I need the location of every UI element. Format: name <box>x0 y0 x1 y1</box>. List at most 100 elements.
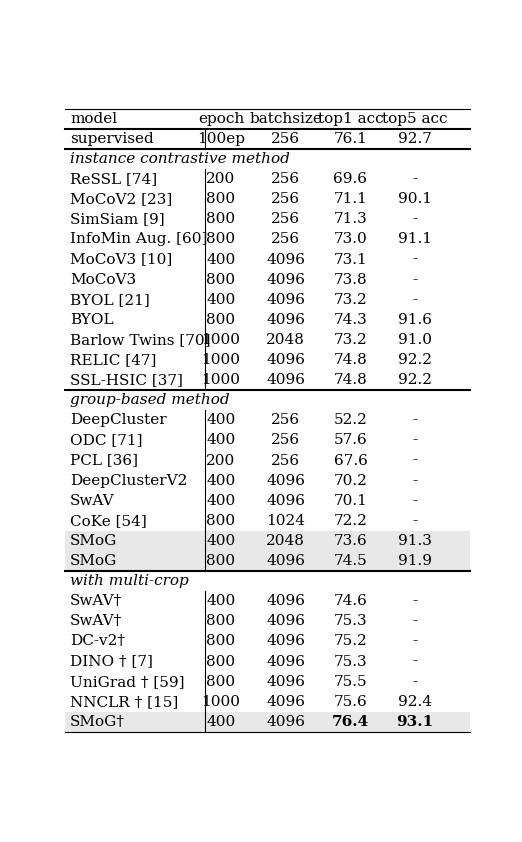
Text: batchsize: batchsize <box>250 112 322 125</box>
Text: 800: 800 <box>206 273 235 286</box>
Text: DeepClusterV2: DeepClusterV2 <box>70 474 187 488</box>
Text: -: - <box>412 493 418 508</box>
Text: -: - <box>412 634 418 648</box>
Text: 91.1: 91.1 <box>398 232 432 247</box>
Text: 4096: 4096 <box>266 615 305 628</box>
Text: 200: 200 <box>206 454 235 467</box>
Text: 400: 400 <box>206 715 235 729</box>
Text: 2048: 2048 <box>266 534 305 548</box>
Text: -: - <box>412 434 418 447</box>
Text: ODC [71]: ODC [71] <box>70 434 143 447</box>
Text: 256: 256 <box>271 132 300 146</box>
Bar <box>65 531 470 551</box>
Text: MoCoV2 [23]: MoCoV2 [23] <box>70 192 172 206</box>
Text: 71.1: 71.1 <box>334 192 367 206</box>
Text: -: - <box>412 293 418 306</box>
Text: 4096: 4096 <box>266 373 305 387</box>
Text: 72.2: 72.2 <box>334 514 367 528</box>
Text: -: - <box>412 253 418 267</box>
Text: 1000: 1000 <box>201 373 241 387</box>
Text: MoCoV3 [10]: MoCoV3 [10] <box>70 253 172 267</box>
Text: 75.2: 75.2 <box>334 634 367 648</box>
Text: 67.6: 67.6 <box>334 454 367 467</box>
Text: 4096: 4096 <box>266 594 305 608</box>
Text: ReSSL [74]: ReSSL [74] <box>70 172 157 186</box>
Text: 400: 400 <box>206 253 235 267</box>
Text: -: - <box>412 273 418 286</box>
Text: 400: 400 <box>206 474 235 488</box>
Text: -: - <box>412 674 418 689</box>
Text: SwAV: SwAV <box>70 493 115 508</box>
Text: 91.9: 91.9 <box>398 554 432 568</box>
Text: 92.2: 92.2 <box>398 353 432 367</box>
Text: 52.2: 52.2 <box>334 413 367 428</box>
Text: 400: 400 <box>206 594 235 608</box>
Text: 800: 800 <box>206 313 235 327</box>
Text: 74.6: 74.6 <box>334 594 367 608</box>
Text: 74.8: 74.8 <box>334 353 367 367</box>
Text: 800: 800 <box>206 634 235 648</box>
Text: 75.5: 75.5 <box>334 674 367 689</box>
Text: 4096: 4096 <box>266 293 305 306</box>
Text: 400: 400 <box>206 493 235 508</box>
Text: 800: 800 <box>206 615 235 628</box>
Text: 256: 256 <box>271 232 300 247</box>
Text: DC-v2†: DC-v2† <box>70 634 125 648</box>
Text: top1 acc: top1 acc <box>318 112 383 125</box>
Text: 256: 256 <box>271 413 300 428</box>
Text: 256: 256 <box>271 434 300 447</box>
Text: 1000: 1000 <box>201 353 241 367</box>
Text: model: model <box>70 112 117 125</box>
Text: 400: 400 <box>206 534 235 548</box>
Text: 4096: 4096 <box>266 634 305 648</box>
Text: top5 acc: top5 acc <box>383 112 448 125</box>
Text: SimSiam [9]: SimSiam [9] <box>70 212 165 226</box>
Text: 400: 400 <box>206 413 235 428</box>
Text: -: - <box>412 594 418 608</box>
Text: CoKe [54]: CoKe [54] <box>70 514 147 528</box>
Text: 4096: 4096 <box>266 554 305 568</box>
Text: SMoG†: SMoG† <box>70 715 125 729</box>
Text: 69.6: 69.6 <box>334 172 367 186</box>
Text: -: - <box>412 514 418 528</box>
Text: SwAV†: SwAV† <box>70 594 122 608</box>
Text: 800: 800 <box>206 554 235 568</box>
Text: 74.3: 74.3 <box>334 313 367 327</box>
Text: 4096: 4096 <box>266 715 305 729</box>
Text: MoCoV3: MoCoV3 <box>70 273 136 286</box>
Text: 75.3: 75.3 <box>334 654 367 669</box>
Text: 800: 800 <box>206 212 235 226</box>
Text: 92.7: 92.7 <box>398 132 432 146</box>
Text: 4096: 4096 <box>266 493 305 508</box>
Text: 73.2: 73.2 <box>334 293 367 306</box>
Text: 1000: 1000 <box>201 333 241 347</box>
Text: BYOL [21]: BYOL [21] <box>70 293 150 306</box>
Text: group-based method: group-based method <box>70 393 230 408</box>
Text: 74.8: 74.8 <box>334 373 367 387</box>
Text: Barlow Twins [70]: Barlow Twins [70] <box>70 333 210 347</box>
Text: 73.2: 73.2 <box>334 333 367 347</box>
Text: -: - <box>412 615 418 628</box>
Text: 4096: 4096 <box>266 273 305 286</box>
Text: 57.6: 57.6 <box>334 434 367 447</box>
Text: -: - <box>412 474 418 488</box>
Text: SSL-HSIC [37]: SSL-HSIC [37] <box>70 373 183 387</box>
Text: 256: 256 <box>271 212 300 226</box>
Text: 2048: 2048 <box>266 333 305 347</box>
Text: 71.3: 71.3 <box>334 212 367 226</box>
Text: 256: 256 <box>271 454 300 467</box>
Text: 76.1: 76.1 <box>334 132 367 146</box>
Text: RELIC [47]: RELIC [47] <box>70 353 157 367</box>
Text: -: - <box>412 172 418 186</box>
Text: 90.1: 90.1 <box>398 192 432 206</box>
Text: epoch: epoch <box>198 112 244 125</box>
Text: 73.6: 73.6 <box>334 534 367 548</box>
Text: 800: 800 <box>206 192 235 206</box>
Text: 1000: 1000 <box>201 695 241 709</box>
Text: -: - <box>412 413 418 428</box>
Text: 800: 800 <box>206 514 235 528</box>
Text: 4096: 4096 <box>266 313 305 327</box>
Text: 92.2: 92.2 <box>398 373 432 387</box>
Text: 73.1: 73.1 <box>334 253 367 267</box>
Text: 4096: 4096 <box>266 353 305 367</box>
